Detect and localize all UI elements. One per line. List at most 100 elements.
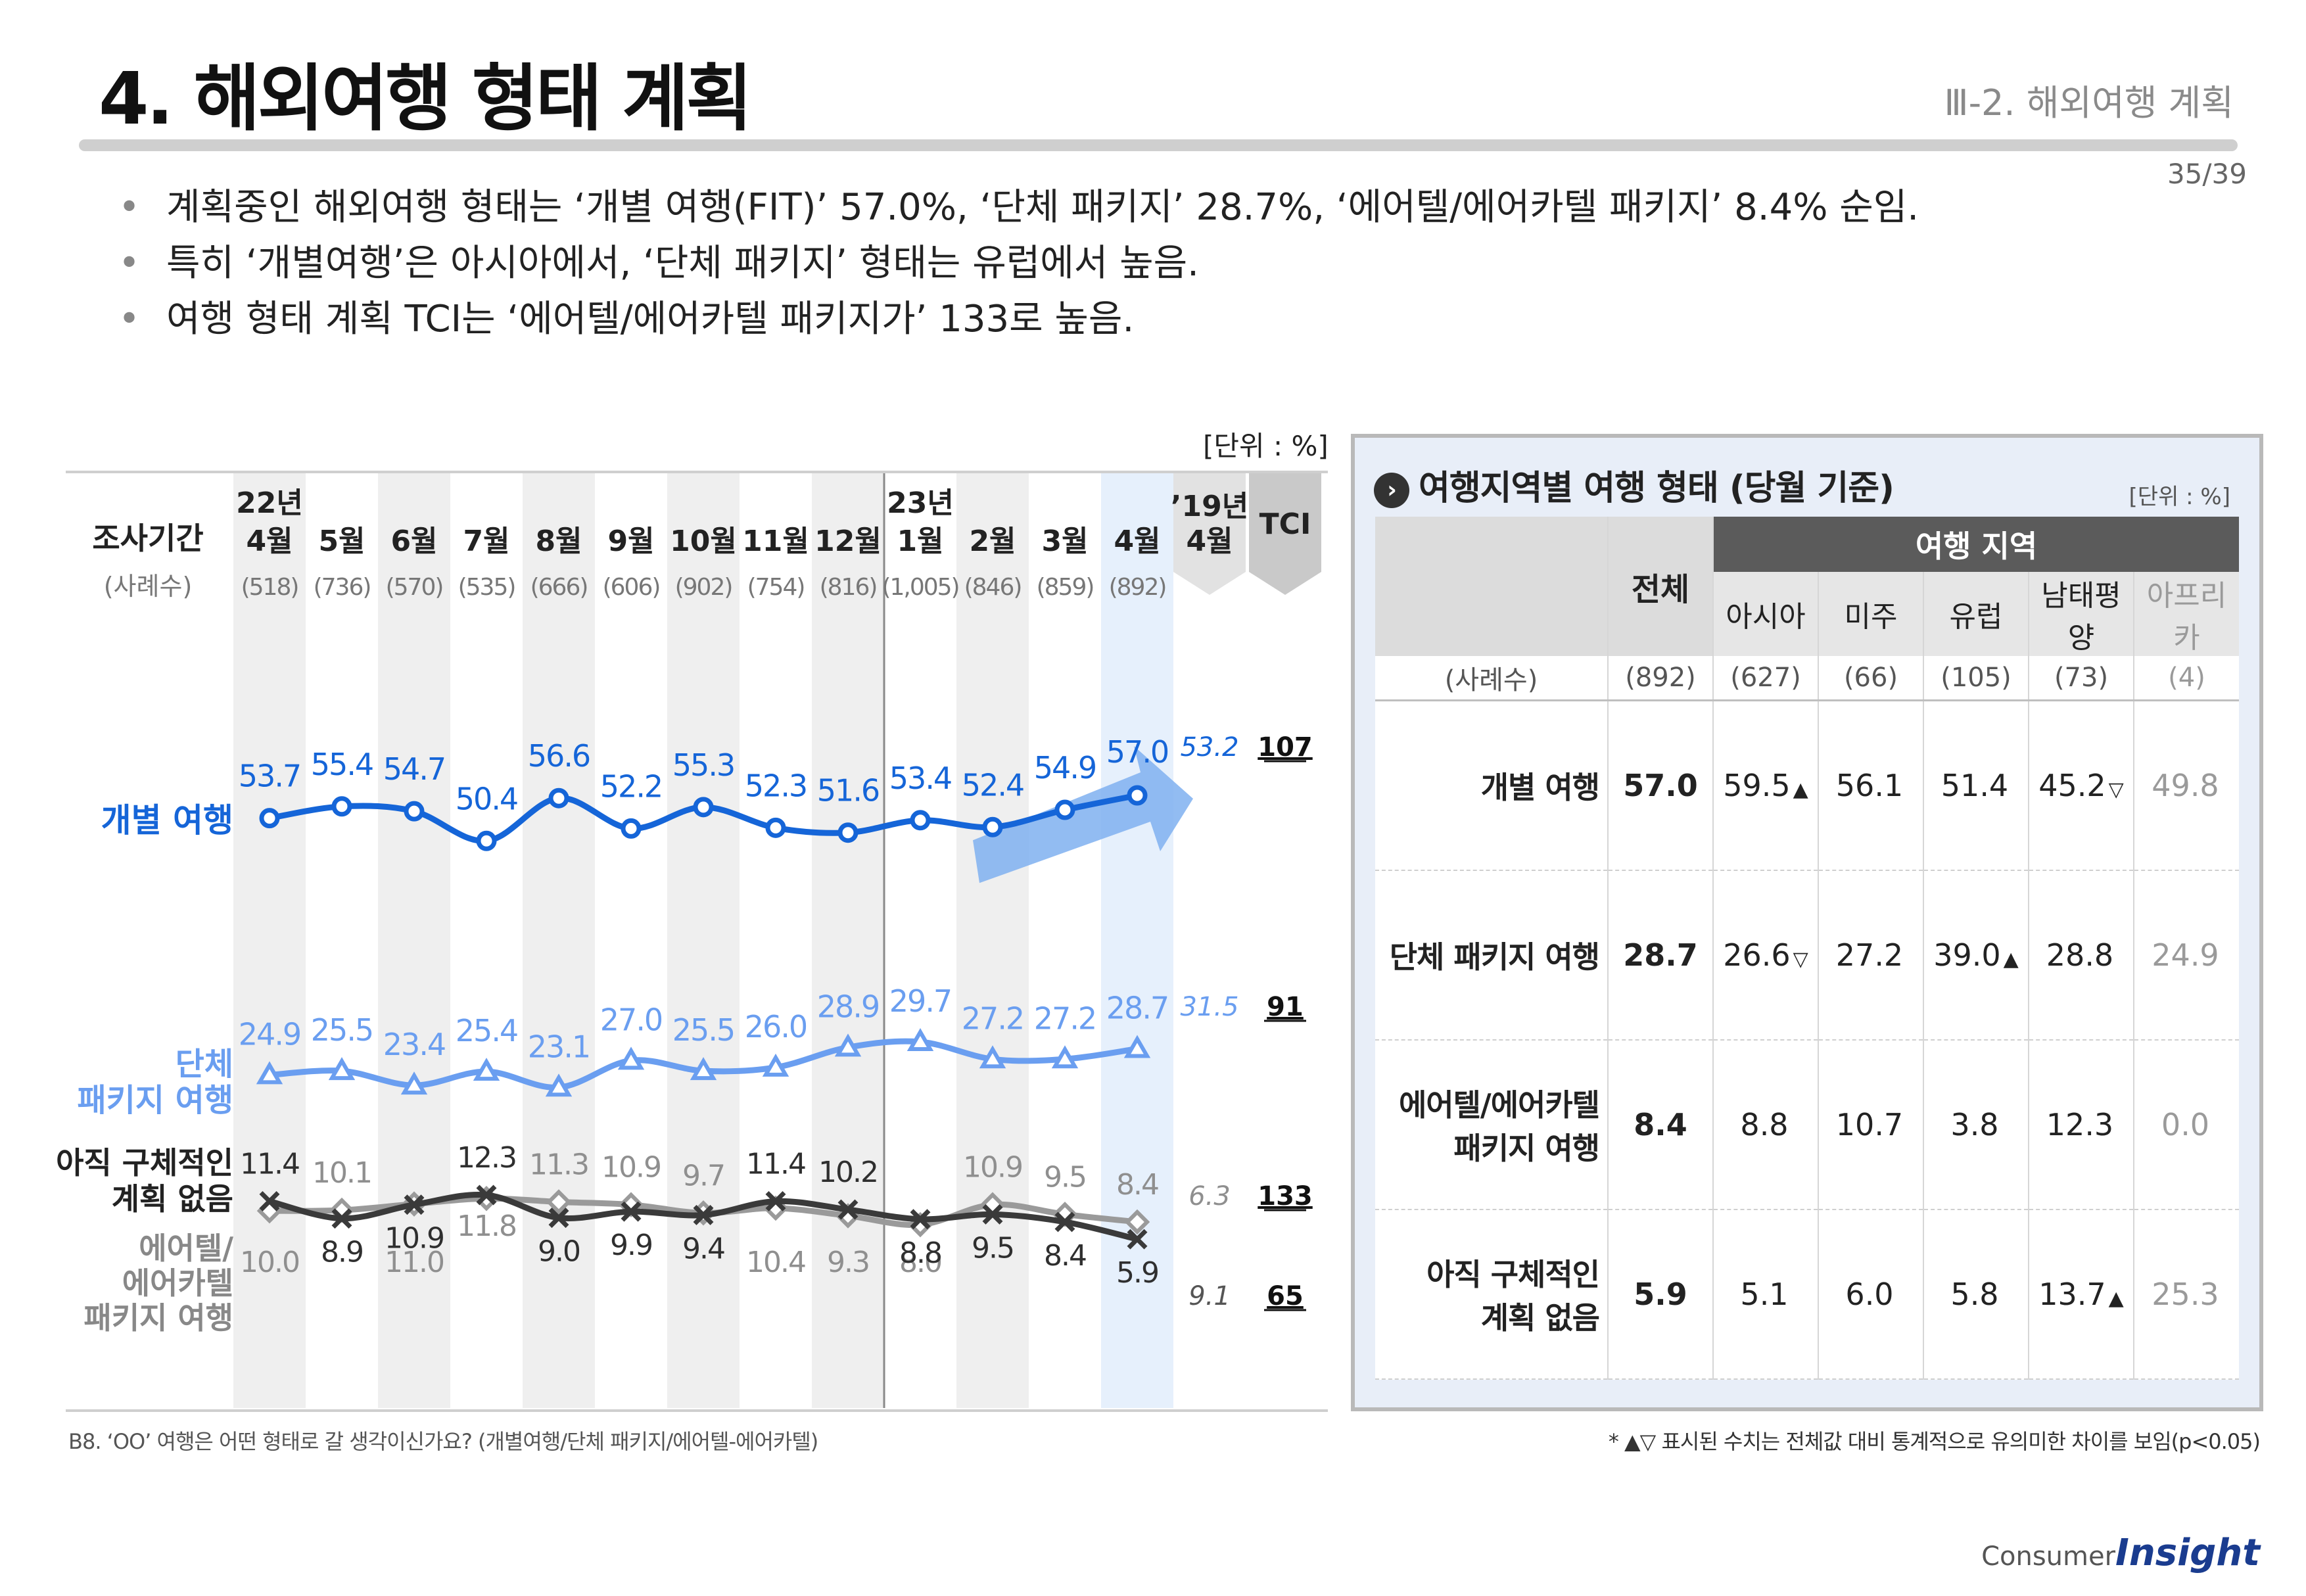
data-label: 23.4 — [383, 1027, 445, 1062]
data-point — [1124, 1209, 1150, 1235]
data-point — [693, 797, 714, 818]
survey-question: B8. ‘OO’ 여행은 어떤 형태로 갈 생각이신가요? (개별여행/단체 패… — [68, 1429, 818, 1454]
x-tick-label: 9월 — [607, 525, 654, 558]
value-cell: 8.8 — [1712, 1040, 1818, 1210]
data-point — [545, 1073, 573, 1097]
data-point — [328, 1057, 356, 1081]
value-cell: 56.1 — [1818, 700, 1923, 871]
tci-value: 107 — [1258, 732, 1313, 763]
data-label: 9.4 — [682, 1232, 724, 1265]
data-point — [910, 810, 931, 831]
data-label: 27.0 — [600, 1002, 662, 1037]
series-label: 에어카텔 — [122, 1265, 233, 1301]
count-label: (892) — [1109, 574, 1166, 601]
ref-2019-value: 53.2 — [1180, 732, 1238, 763]
total-cell: 28.7 — [1607, 870, 1713, 1041]
data-label: 23.1 — [528, 1029, 590, 1064]
table-corner — [1375, 517, 1608, 656]
x-tick-label: 6월 — [390, 525, 437, 558]
data-label: 11.8 — [457, 1209, 516, 1243]
data-label: 9.5 — [972, 1231, 1014, 1265]
data-label: 53.4 — [889, 761, 951, 796]
x-tick-label: 7월 — [463, 525, 509, 558]
data-label: 8.4 — [1116, 1168, 1158, 1202]
total-cell: 57.0 — [1607, 700, 1713, 871]
data-point — [259, 808, 280, 829]
brand-logo: ConsumerInsight — [1981, 1532, 2260, 1574]
data-label: 10.1 — [312, 1156, 371, 1190]
count-cell: (73) — [2028, 656, 2134, 701]
value-cell: 13.7 ▲ — [2028, 1209, 2134, 1380]
tci-value: 133 — [1258, 1181, 1313, 1211]
data-label: 26.0 — [745, 1009, 807, 1044]
col-group-header: 여행 지역 — [1712, 517, 2239, 572]
count-cell: (627) — [1712, 656, 1818, 701]
x-tick-label: 8월 — [535, 525, 582, 558]
data-point — [837, 822, 859, 843]
data-label: 55.3 — [672, 747, 734, 783]
count-label: (846) — [964, 574, 1022, 601]
chart-top-rule — [66, 471, 1328, 473]
column-band — [956, 473, 1029, 1408]
data-label: 10.0 — [240, 1246, 299, 1279]
count-header: (사례수) — [104, 572, 193, 601]
title-divider — [79, 139, 2238, 151]
value-cell: 51.4 — [1923, 700, 2029, 871]
panel-title-text: 여행지역별 여행 형태 (당월 기준) — [1419, 469, 1894, 508]
data-point — [331, 1208, 352, 1229]
data-label: 9.9 — [610, 1229, 652, 1262]
x-tick-label: 5월 — [318, 525, 365, 558]
col-region-header: 아시아 — [1712, 572, 1818, 656]
series-label: 단체 — [176, 1046, 233, 1083]
data-label: 8.9 — [321, 1236, 363, 1269]
panel-title: › 여행지역별 여행 형태 (당월 기준) — [1374, 460, 1894, 509]
column-band — [450, 473, 523, 1408]
data-label: 54.9 — [1034, 750, 1096, 786]
col-region-header: 미주 — [1818, 572, 1923, 656]
series-label: 개별 여행 — [101, 801, 233, 839]
count-label: (902) — [675, 574, 732, 601]
value-cell: 26.6 ▽ — [1712, 870, 1818, 1041]
col-total-header: 전체 — [1607, 517, 1713, 656]
data-point — [400, 1071, 428, 1095]
value-cell: 49.8 — [2133, 700, 2239, 871]
row-label: 에어텔/에어카텔 패키지 여행 — [1375, 1040, 1608, 1210]
value-cell: 3.8 — [1923, 1040, 2029, 1210]
data-point — [621, 1201, 642, 1222]
data-label: 53.7 — [239, 759, 300, 794]
value-cell: 10.7 — [1818, 1040, 1923, 1210]
trend-arrow — [973, 746, 1193, 883]
data-point — [837, 1199, 859, 1220]
data-point — [982, 1204, 1003, 1225]
chart-unit-label: [단위 : %] — [1203, 430, 1329, 462]
table-row: 단체 패키지 여행 28.7 26.6 ▽ 27.2 39.0 ▲ 28.8 24.… — [1375, 870, 2239, 1041]
series-label: 패키지 여행 — [83, 1300, 233, 1336]
column-band — [1101, 473, 1173, 1408]
data-point — [256, 1061, 283, 1085]
total-cell: 5.9 — [1607, 1209, 1713, 1380]
count-label: (606) — [603, 574, 660, 601]
column-band — [740, 473, 812, 1408]
data-label: 29.7 — [889, 983, 951, 1019]
data-label: 5.9 — [1116, 1256, 1158, 1290]
col-region-header: 아프리카 — [2133, 572, 2239, 656]
table-row: 에어텔/에어카텔 패키지 여행 8.4 8.8 10.7 3.8 12.3 0.0 — [1375, 1040, 2239, 1210]
table-row: 개별 여행 57.0 59.5 ▲ 56.1 51.4 45.2 ▽ 49.8 — [1375, 700, 2239, 871]
x-tick-label: 11월 — [742, 525, 809, 558]
data-point — [1127, 1229, 1148, 1250]
bullet-text: 여행 형태 계획 TCI는 ‘에어텔/에어카텔 패키지가’ 133로 높음. — [166, 298, 1135, 340]
data-label: 25.5 — [311, 1012, 373, 1048]
panel-unit-label: [단위 : %] — [2129, 484, 2230, 510]
row-header: 조사기간 — [92, 521, 203, 556]
value-cell: 39.0 ▲ — [1923, 870, 2029, 1041]
row-label: 개별 여행 — [1375, 700, 1608, 871]
count-label: (736) — [314, 574, 371, 601]
bullet-item: • 여행 형태 계획 TCI는 ‘에어텔/에어카텔 패키지가’ 133로 높음. — [118, 298, 1135, 340]
data-label: 11.4 — [746, 1147, 805, 1181]
bullet-item: • 특히 ‘개별여행’은 아시아에서, ‘단체 패키지’ 형태는 유럽에서 높음. — [118, 242, 1199, 285]
data-label: 8.8 — [899, 1236, 941, 1270]
data-point — [910, 1209, 931, 1230]
total-cell: 8.4 — [1607, 1040, 1713, 1210]
x-tick-label: 12월 — [814, 525, 882, 558]
value-cell: 25.3 — [2133, 1209, 2239, 1380]
